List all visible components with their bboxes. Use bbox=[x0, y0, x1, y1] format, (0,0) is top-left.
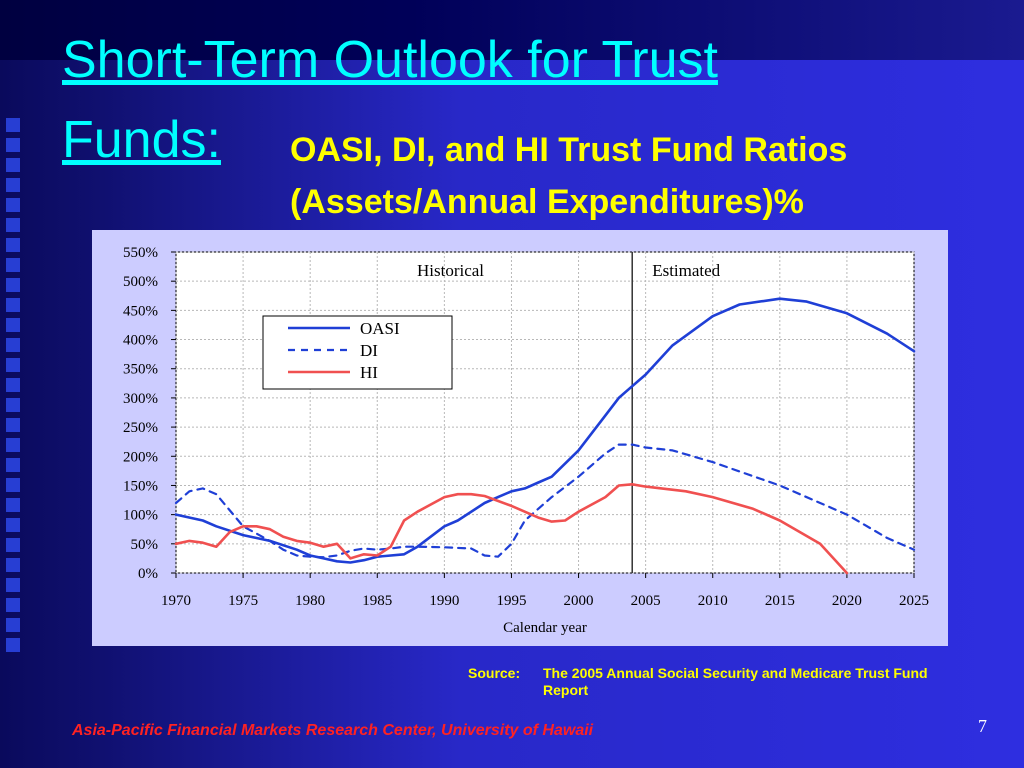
x-tick-label: 2000 bbox=[564, 593, 594, 609]
series-line-oasi bbox=[174, 297, 916, 564]
trust-fund-ratio-chart: 0% 50% 100% 150% 200% 250% 300% 350% 400% 450% 500… bbox=[123, 245, 929, 636]
x-tick-label: 1980 bbox=[295, 593, 325, 609]
series-line-hi bbox=[174, 483, 849, 575]
x-tick-label: 2020 bbox=[832, 593, 862, 609]
y-tick-label: 450% bbox=[123, 303, 158, 319]
x-tick-label: 1990 bbox=[429, 593, 459, 609]
y-tick-label: 350% bbox=[123, 362, 158, 378]
y-tick-label: 500% bbox=[123, 274, 158, 290]
source-text: The 2005 Annual Social Security and Medi… bbox=[543, 665, 928, 698]
page-number: 7 bbox=[978, 716, 987, 736]
annotation-label: Historical bbox=[417, 261, 484, 280]
header-band bbox=[0, 0, 1024, 60]
y-tick-label: 400% bbox=[123, 333, 158, 349]
y-tick-label: 300% bbox=[123, 391, 158, 407]
y-tick-label: 100% bbox=[123, 508, 158, 524]
y-tick-label: 50% bbox=[131, 537, 159, 553]
x-tick-label: 2005 bbox=[631, 593, 661, 609]
legend-label-di: DI bbox=[360, 341, 378, 360]
x-tick-label: 1970 bbox=[161, 593, 191, 609]
legend: OASI DI HI bbox=[262, 315, 453, 390]
source-label: Source: bbox=[468, 665, 521, 681]
slide-subtitle-line2: (Assets/Annual Expenditures)% bbox=[290, 183, 804, 221]
y-tick-label: 250% bbox=[123, 420, 158, 436]
footer-text: Asia-Pacific Financial Markets Research … bbox=[72, 722, 594, 739]
x-tick-label: 2015 bbox=[765, 593, 795, 609]
slide-subtitle-line1: OASI, DI, and HI Trust Fund Ratios bbox=[290, 131, 848, 169]
x-axis-label: Calendar year bbox=[503, 620, 587, 636]
slide-title-line1: Short-Term Outlook for Trust bbox=[62, 31, 718, 89]
legend-label-hi: HI bbox=[360, 363, 378, 382]
legend-label-oasi: OASI bbox=[360, 319, 400, 338]
x-tick-label: 1975 bbox=[228, 593, 258, 609]
decorative-squares bbox=[6, 118, 28, 658]
x-tick-label: 1985 bbox=[362, 593, 392, 609]
slide-title-line2: Funds: bbox=[62, 111, 221, 169]
y-tick-label: 0% bbox=[138, 566, 158, 582]
x-tick-label: 1995 bbox=[496, 593, 526, 609]
y-tick-label: 200% bbox=[123, 449, 158, 465]
x-tick-label: 2025 bbox=[899, 593, 929, 609]
x-tick-label: 2010 bbox=[698, 593, 728, 609]
chart-panel: 0% 50% 100% 150% 200% 250% 300% 350% 400% 450% 500… bbox=[92, 230, 948, 646]
series-line-di bbox=[174, 443, 916, 559]
y-tick-label: 150% bbox=[123, 478, 158, 494]
annotation-label: Estimated bbox=[652, 261, 720, 280]
y-tick-label: 550% bbox=[123, 245, 158, 261]
